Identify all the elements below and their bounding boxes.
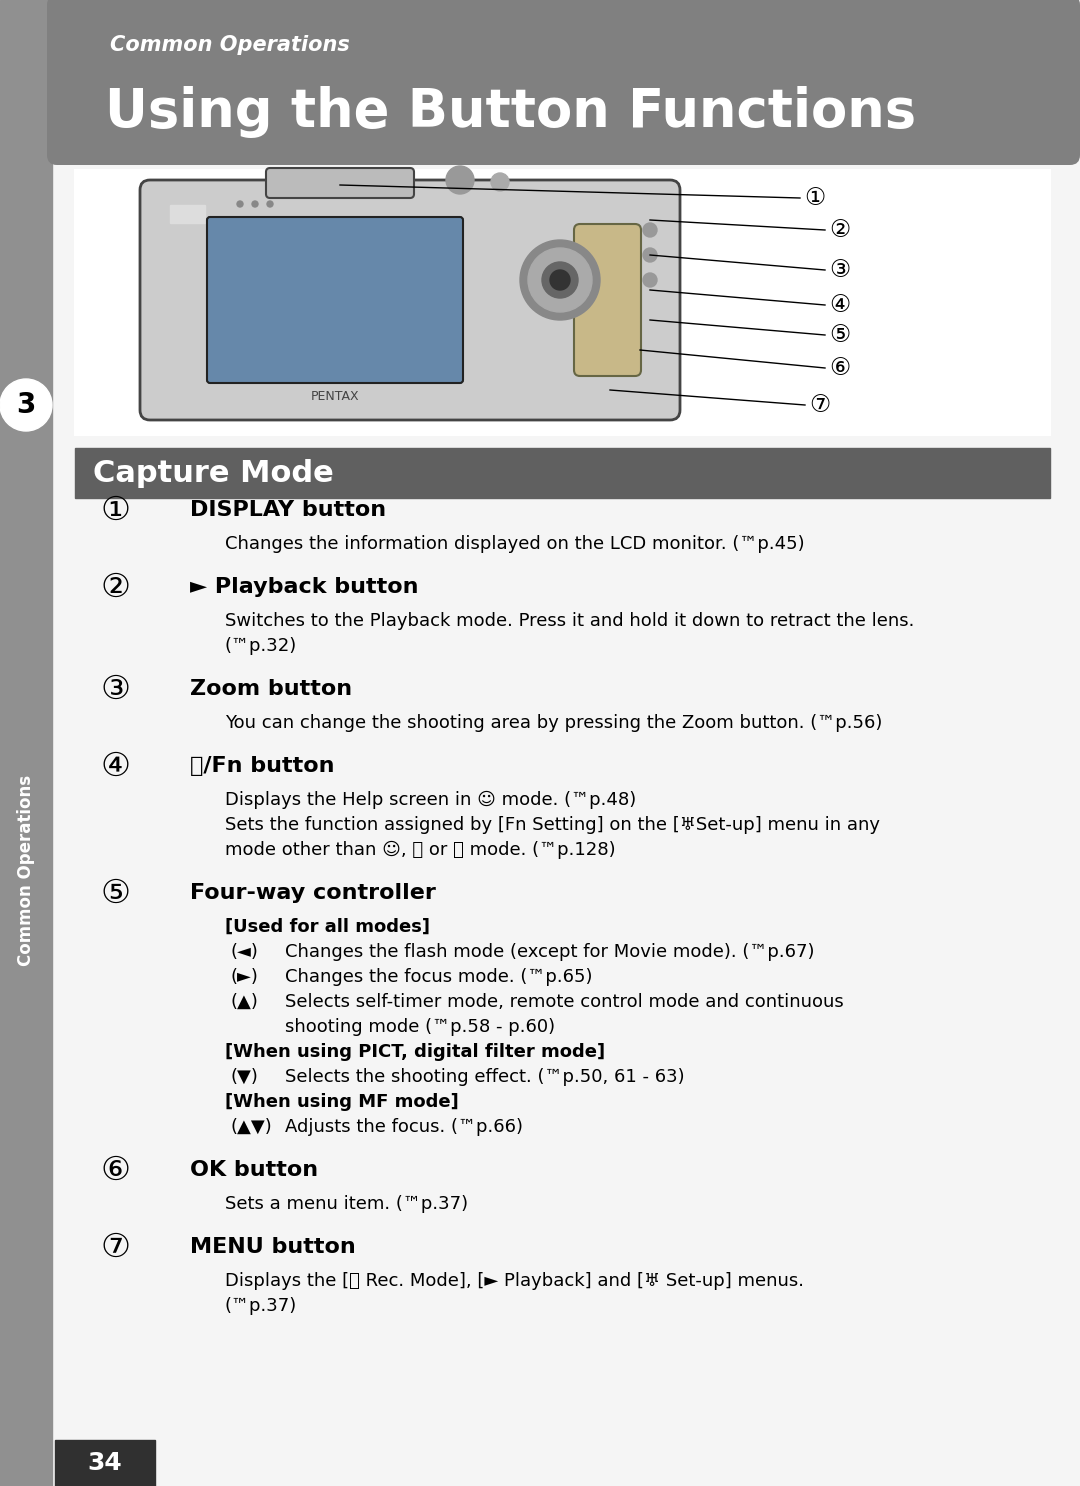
Text: (◄): (◄)	[230, 944, 258, 961]
Circle shape	[643, 273, 657, 287]
Text: shooting mode (™p.58 - p.60): shooting mode (™p.58 - p.60)	[285, 1018, 555, 1036]
Text: Four-way controller: Four-way controller	[190, 883, 436, 903]
Text: ⑥: ⑥	[829, 357, 851, 380]
Text: Capture Mode: Capture Mode	[93, 459, 334, 487]
Circle shape	[237, 201, 243, 207]
Text: Sets a menu item. (™p.37): Sets a menu item. (™p.37)	[225, 1195, 468, 1213]
Text: ⑦: ⑦	[809, 392, 831, 418]
Text: ③: ③	[100, 673, 130, 706]
Text: ①: ①	[805, 186, 825, 210]
Text: DISPLAY button: DISPLAY button	[190, 499, 387, 520]
Text: Adjusts the focus. (™p.66): Adjusts the focus. (™p.66)	[285, 1117, 523, 1135]
Text: Selects the shooting effect. (™p.50, 61 - 63): Selects the shooting effect. (™p.50, 61 …	[285, 1068, 685, 1086]
Text: Zoom button: Zoom button	[190, 679, 352, 698]
Text: ⑤: ⑤	[100, 877, 130, 909]
Text: Changes the focus mode. (™p.65): Changes the focus mode. (™p.65)	[285, 967, 593, 987]
Circle shape	[491, 172, 509, 192]
Bar	[55, 1440, 156, 1486]
Text: Sets the function assigned by [Fn Setting] on the [♅Set-up] menu in any: Sets the function assigned by [Fn Settin…	[225, 816, 880, 834]
Text: MENU button: MENU button	[190, 1236, 355, 1257]
Circle shape	[643, 223, 657, 236]
Circle shape	[643, 248, 657, 262]
Text: ①: ①	[100, 493, 130, 526]
Text: Switches to the Playback mode. Press it and hold it down to retract the lens.: Switches to the Playback mode. Press it …	[225, 612, 915, 630]
Text: ⑥: ⑥	[100, 1153, 130, 1186]
Text: You can change the shooting area by pressing the Zoom button. (™p.56): You can change the shooting area by pres…	[225, 713, 882, 733]
Text: OK button: OK button	[190, 1161, 319, 1180]
Text: ⑤: ⑤	[829, 322, 851, 348]
Text: [When using MF mode]: [When using MF mode]	[225, 1094, 459, 1112]
Text: Common Operations: Common Operations	[110, 36, 350, 55]
Text: (►): (►)	[230, 967, 258, 987]
Text: ②: ②	[829, 218, 851, 242]
Text: (▲): (▲)	[230, 993, 258, 1010]
Circle shape	[519, 241, 600, 319]
Text: ④: ④	[100, 749, 130, 783]
Text: Displays the [📷 Rec. Mode], [► Playback] and [♅ Set-up] menus.: Displays the [📷 Rec. Mode], [► Playback]…	[225, 1272, 804, 1290]
Text: ②: ②	[100, 571, 130, 603]
Text: Displays the Help screen in ☺ mode. (™p.48): Displays the Help screen in ☺ mode. (™p.…	[225, 791, 636, 808]
Bar	[75, 447, 1050, 498]
Text: (▲▼): (▲▼)	[230, 1117, 272, 1135]
Text: [When using PICT, digital filter mode]: [When using PICT, digital filter mode]	[225, 1043, 605, 1061]
Text: Common Operations: Common Operations	[17, 774, 35, 966]
Text: (▼): (▼)	[230, 1068, 258, 1086]
Text: ❓/Fn button: ❓/Fn button	[190, 756, 335, 776]
Text: 34: 34	[87, 1450, 122, 1476]
Text: mode other than ☺, 📷 or 🎤 mode. (™p.128): mode other than ☺, 📷 or 🎤 mode. (™p.128)	[225, 841, 616, 859]
Circle shape	[0, 379, 52, 431]
Text: Using the Button Functions: Using the Button Functions	[105, 86, 916, 138]
Circle shape	[446, 166, 474, 195]
Bar	[0, 0, 52, 1486]
Circle shape	[542, 262, 578, 299]
Text: (™p.37): (™p.37)	[225, 1297, 297, 1315]
Text: PENTAX: PENTAX	[311, 389, 360, 403]
FancyBboxPatch shape	[573, 224, 642, 376]
FancyBboxPatch shape	[266, 168, 414, 198]
Text: (™p.32): (™p.32)	[225, 637, 297, 655]
FancyBboxPatch shape	[207, 217, 463, 383]
Text: [Used for all modes]: [Used for all modes]	[225, 918, 430, 936]
Text: Changes the flash mode (except for Movie mode). (™p.67): Changes the flash mode (except for Movie…	[285, 944, 814, 961]
Text: ③: ③	[829, 259, 851, 282]
Text: ④: ④	[829, 293, 851, 317]
FancyBboxPatch shape	[140, 180, 680, 421]
Bar	[170, 205, 205, 223]
Bar	[75, 169, 1050, 435]
Circle shape	[550, 270, 570, 290]
Circle shape	[267, 201, 273, 207]
Circle shape	[252, 201, 258, 207]
Text: Changes the information displayed on the LCD monitor. (™p.45): Changes the information displayed on the…	[225, 535, 805, 553]
Text: ⑦: ⑦	[100, 1230, 130, 1263]
Text: ► Playback button: ► Playback button	[190, 577, 419, 597]
Text: 3: 3	[16, 391, 36, 419]
FancyBboxPatch shape	[48, 0, 1080, 165]
Text: Selects self-timer mode, remote control mode and continuous: Selects self-timer mode, remote control …	[285, 993, 843, 1010]
Circle shape	[528, 248, 592, 312]
